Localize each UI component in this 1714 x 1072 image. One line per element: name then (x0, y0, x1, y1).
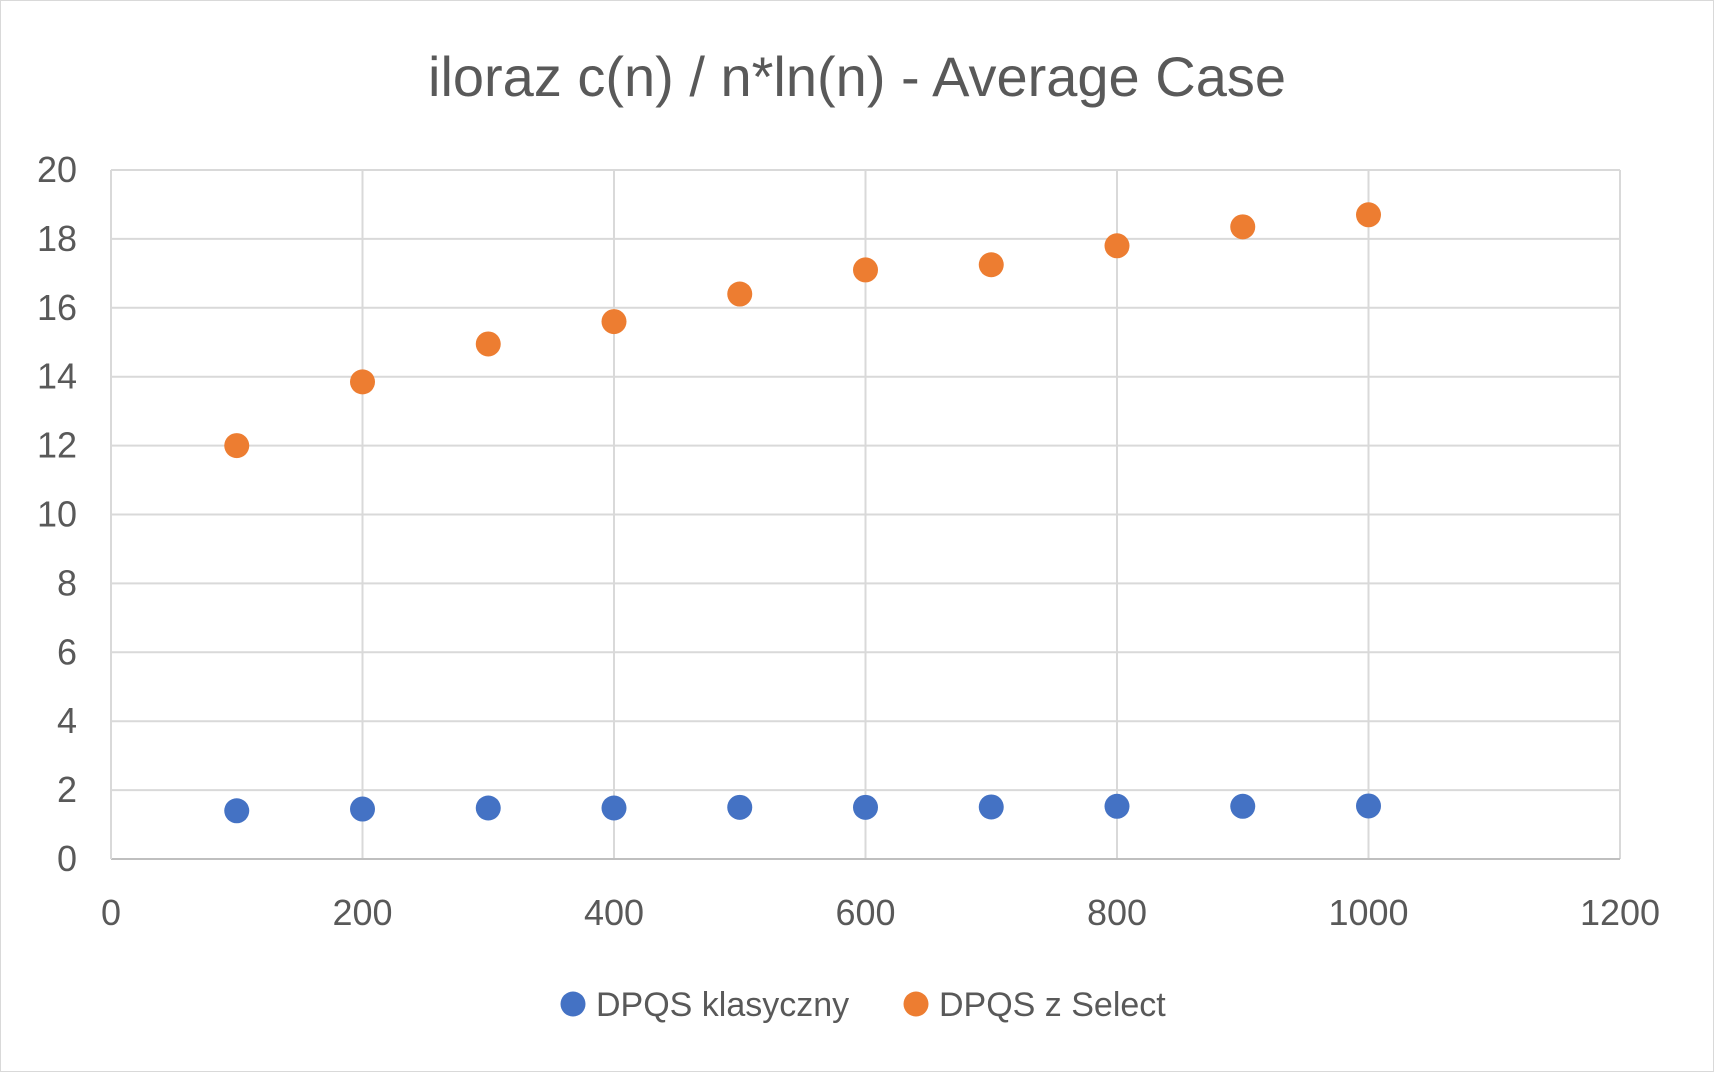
y-tick-label: 2 (57, 769, 77, 810)
point-series-0 (853, 794, 878, 820)
point-series-0 (601, 795, 627, 821)
point-series-1 (601, 309, 627, 335)
point-series-0 (350, 796, 375, 822)
x-tick-label: 1000 (1328, 892, 1408, 933)
grid-lines (111, 169, 1621, 859)
point-series-1 (350, 369, 375, 395)
y-tick-label: 4 (57, 700, 77, 741)
legend-marker (560, 991, 586, 1017)
chart-title: iloraz c(n) / n*ln(n) - Average Case (428, 45, 1286, 108)
x-tick-label: 0 (101, 892, 121, 933)
legend-label: DPQS klasyczny (596, 986, 849, 1024)
point-series-1 (853, 257, 878, 283)
y-tick-label: 10 (37, 494, 77, 535)
legend-marker (903, 991, 929, 1017)
point-series-0 (1230, 793, 1256, 819)
data-points (224, 202, 1381, 824)
x-tick-label: 400 (584, 892, 644, 933)
point-series-1 (1356, 202, 1381, 228)
y-tick-label: 6 (57, 631, 77, 672)
legend-label: DPQS z Select (939, 986, 1166, 1024)
y-tick-label: 14 (37, 356, 77, 397)
point-series-0 (1104, 793, 1130, 819)
point-series-1 (1230, 214, 1256, 240)
y-tick-label: 16 (37, 287, 77, 328)
x-tick-label: 200 (332, 892, 392, 933)
x-tick-label: 1200 (1580, 892, 1660, 933)
point-series-1 (1104, 233, 1130, 259)
y-tick-label: 18 (37, 218, 77, 259)
point-series-1 (727, 281, 753, 307)
point-series-1 (475, 331, 501, 357)
point-series-1 (978, 252, 1004, 278)
point-series-0 (1356, 793, 1381, 819)
point-series-0 (727, 794, 753, 820)
y-tick-label: 12 (37, 425, 77, 466)
point-series-0 (475, 795, 501, 821)
legend: DPQS klasyczny DPQS z Select (560, 986, 1166, 1024)
y-tick-label: 0 (57, 838, 77, 879)
point-series-0 (978, 794, 1004, 820)
point-series-1 (224, 433, 250, 459)
y-tick-label: 20 (37, 149, 77, 190)
x-tick-label: 800 (1087, 892, 1147, 933)
x-tick-label: 600 (835, 892, 895, 933)
y-tick-label: 8 (57, 562, 77, 603)
point-series-0 (224, 798, 250, 824)
